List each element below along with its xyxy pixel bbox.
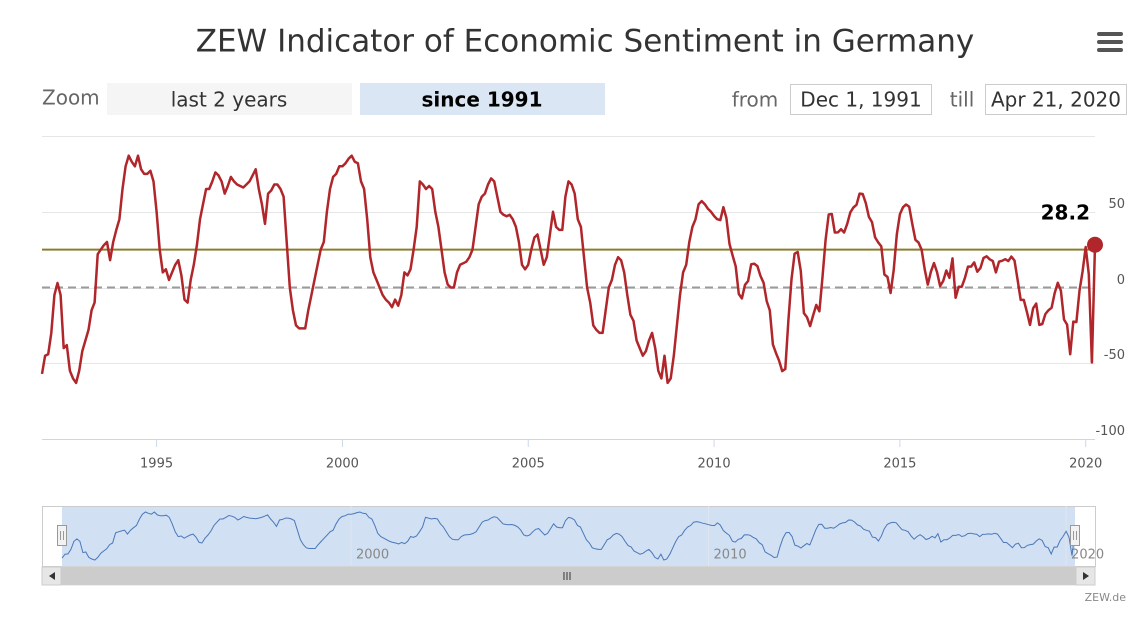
arrow bbox=[49, 572, 55, 580]
navigator-tick-label: 2020 bbox=[1071, 548, 1104, 563]
y-tick-label: -50 bbox=[1104, 348, 1125, 363]
chart-title: ZEW Indicator of Economic Sentiment in G… bbox=[196, 24, 975, 60]
till-input[interactable] bbox=[985, 84, 1127, 115]
zoom-button-selected[interactable] bbox=[360, 83, 605, 115]
menu-bar bbox=[1097, 48, 1123, 52]
credits: ZEW.de bbox=[1085, 591, 1127, 604]
menu-bar bbox=[1097, 32, 1123, 36]
arrow bbox=[1083, 572, 1089, 580]
menu-bar bbox=[1097, 40, 1123, 44]
navigator-tick-label: 2010 bbox=[714, 548, 747, 563]
from-label: from bbox=[732, 88, 779, 112]
y-tick-label: 0 bbox=[1117, 273, 1125, 288]
from-value[interactable]: Dec 1, 1991 bbox=[800, 88, 921, 112]
x-tick-label: 2020 bbox=[1069, 457, 1102, 472]
navigator-selection bbox=[62, 507, 1075, 566]
x-tick-label: 2015 bbox=[883, 457, 916, 472]
zoom-button[interactable] bbox=[107, 83, 352, 115]
from-input[interactable] bbox=[790, 84, 932, 115]
x-tick-label: 1995 bbox=[140, 457, 173, 472]
navigator-line bbox=[61, 511, 1076, 561]
y-tick-label: -100 bbox=[1095, 424, 1125, 439]
y-tick-label: 50 bbox=[1108, 197, 1125, 212]
x-tick-label: 2000 bbox=[326, 457, 359, 472]
zoom-button-label[interactable]: last 2 years bbox=[171, 88, 288, 112]
zoom-label: Zoom bbox=[42, 86, 100, 110]
x-tick-label: 2005 bbox=[512, 457, 545, 472]
navigator-handle[interactable] bbox=[1070, 525, 1080, 546]
zoom-button-label[interactable]: since 1991 bbox=[421, 88, 542, 112]
menu-button[interactable] bbox=[1097, 32, 1123, 52]
scrollbar-grip bbox=[563, 572, 571, 580]
x-tick-label: 2010 bbox=[698, 457, 731, 472]
navigator-tick-label: 2000 bbox=[356, 548, 389, 563]
till-value[interactable]: Apr 21, 2020 bbox=[991, 88, 1121, 112]
data-label: 28.2 bbox=[1041, 200, 1090, 224]
till-label: till bbox=[950, 88, 975, 112]
last-point bbox=[1087, 236, 1103, 253]
navigator-frame bbox=[42, 506, 1096, 567]
navigator-handle[interactable] bbox=[57, 525, 67, 546]
series-line bbox=[40, 154, 1097, 385]
scrollbar-thumb[interactable] bbox=[61, 567, 1076, 585]
